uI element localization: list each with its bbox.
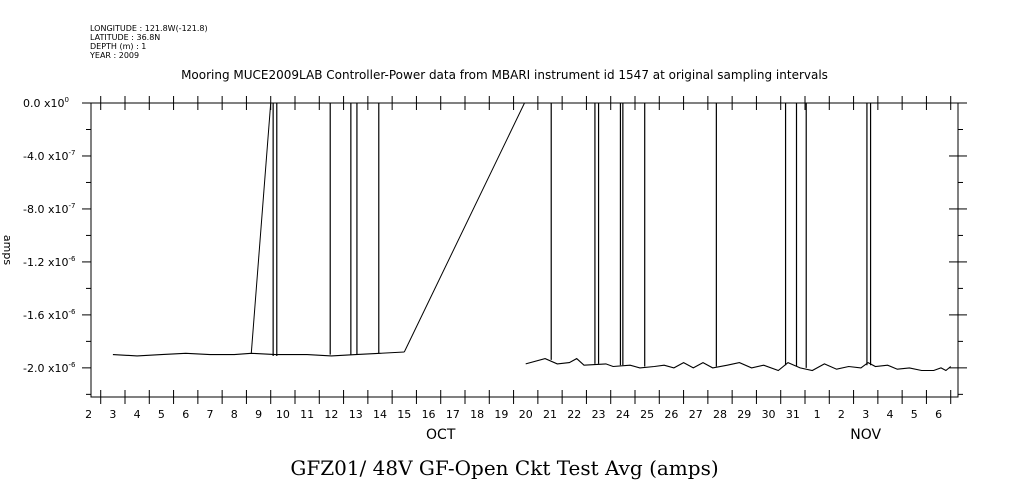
series-gap-line	[403, 102, 525, 353]
plot-frame	[90, 102, 959, 398]
y-tick-label: -1.6 x10-6	[23, 308, 76, 322]
x-tick-label: 17	[446, 408, 460, 421]
x-tick-label: 29	[737, 408, 751, 421]
x-tick-label: 10	[276, 408, 290, 421]
x-tick-label: 21	[543, 408, 557, 421]
x-tick-labels: 2 3 4 5 6 7 8 9 10 11 12 13 14 15 16 17 18 19 20 21 22 23 24 25…	[85, 408, 942, 443]
x-tick-label: 2	[838, 408, 845, 421]
x-tick-label: 30	[762, 408, 776, 421]
x-tick-label: 16	[422, 408, 436, 421]
x-tick-label: 23	[592, 408, 606, 421]
y-axis-label: amps	[1, 235, 14, 265]
x-tick-label: 31	[786, 408, 800, 421]
y-tick-label: 0.0 x100	[23, 96, 69, 110]
y-tick-label: -8.0 x10-7	[23, 202, 75, 216]
x-tick-label: 9	[255, 408, 262, 421]
x-tick-label: 7	[207, 408, 214, 421]
y-tick-label: -2.0 x10-6	[23, 361, 76, 375]
y-tick-labels: 0.0 x100 -4.0 x10-7 -8.0 x10-7 -1.2 x10-6 -1…	[23, 96, 76, 375]
month-label: OCT	[426, 427, 456, 443]
y-tick-label: -1.2 x10-6	[23, 255, 76, 269]
x-tick-label: 26	[664, 408, 678, 421]
x-tick-label: 12	[324, 408, 338, 421]
x-tick-label: 1	[814, 408, 821, 421]
x-tick-label: 18	[470, 408, 484, 421]
y-axis-label-group: amps	[1, 235, 14, 265]
x-tick-label: 2	[85, 408, 92, 421]
x-tick-label: 13	[349, 408, 363, 421]
x-tick-label: 20	[519, 408, 533, 421]
axis-ticks	[82, 96, 967, 404]
x-tick-label: 24	[616, 408, 630, 421]
x-tick-label: 4	[134, 408, 141, 421]
x-tick-label: 14	[373, 408, 387, 421]
chart-title: Mooring MUCE2009LAB Controller-Power dat…	[181, 68, 828, 82]
x-tick-label: 3	[862, 408, 869, 421]
series-baseline	[112, 351, 952, 372]
x-tick-label: 4	[887, 408, 894, 421]
x-tick-label: 22	[567, 408, 581, 421]
x-tick-label: 15	[397, 408, 411, 421]
latitude-label: LATITUDE : 36.8N	[90, 33, 161, 42]
x-axis-label: GFZ01/ 48V GF-Open Ckt Test Avg (amps)	[290, 456, 719, 480]
x-tick-label: 19	[494, 408, 508, 421]
x-tick-label: 5	[158, 408, 165, 421]
depth-label: DEPTH (m) : 1	[90, 42, 147, 51]
x-tick-label: 6	[935, 408, 942, 421]
x-tick-label: 6	[182, 408, 189, 421]
x-tick-label: 11	[300, 408, 314, 421]
y-tick-label: -4.0 x10-7	[23, 149, 75, 163]
month-label: NOV	[850, 427, 881, 443]
longitude-label: LONGITUDE : 121.8W(-121.8)	[90, 24, 208, 33]
x-tick-label: 5	[911, 408, 918, 421]
year-label: YEAR : 2009	[90, 51, 140, 60]
series-gfz01	[112, 102, 952, 372]
x-tick-label: 28	[713, 408, 727, 421]
x-tick-label: 25	[640, 408, 654, 421]
x-tick-label: 3	[109, 408, 116, 421]
x-tick-label: 8	[231, 408, 238, 421]
x-tick-label: 27	[689, 408, 703, 421]
series-gap-line	[250, 102, 272, 354]
